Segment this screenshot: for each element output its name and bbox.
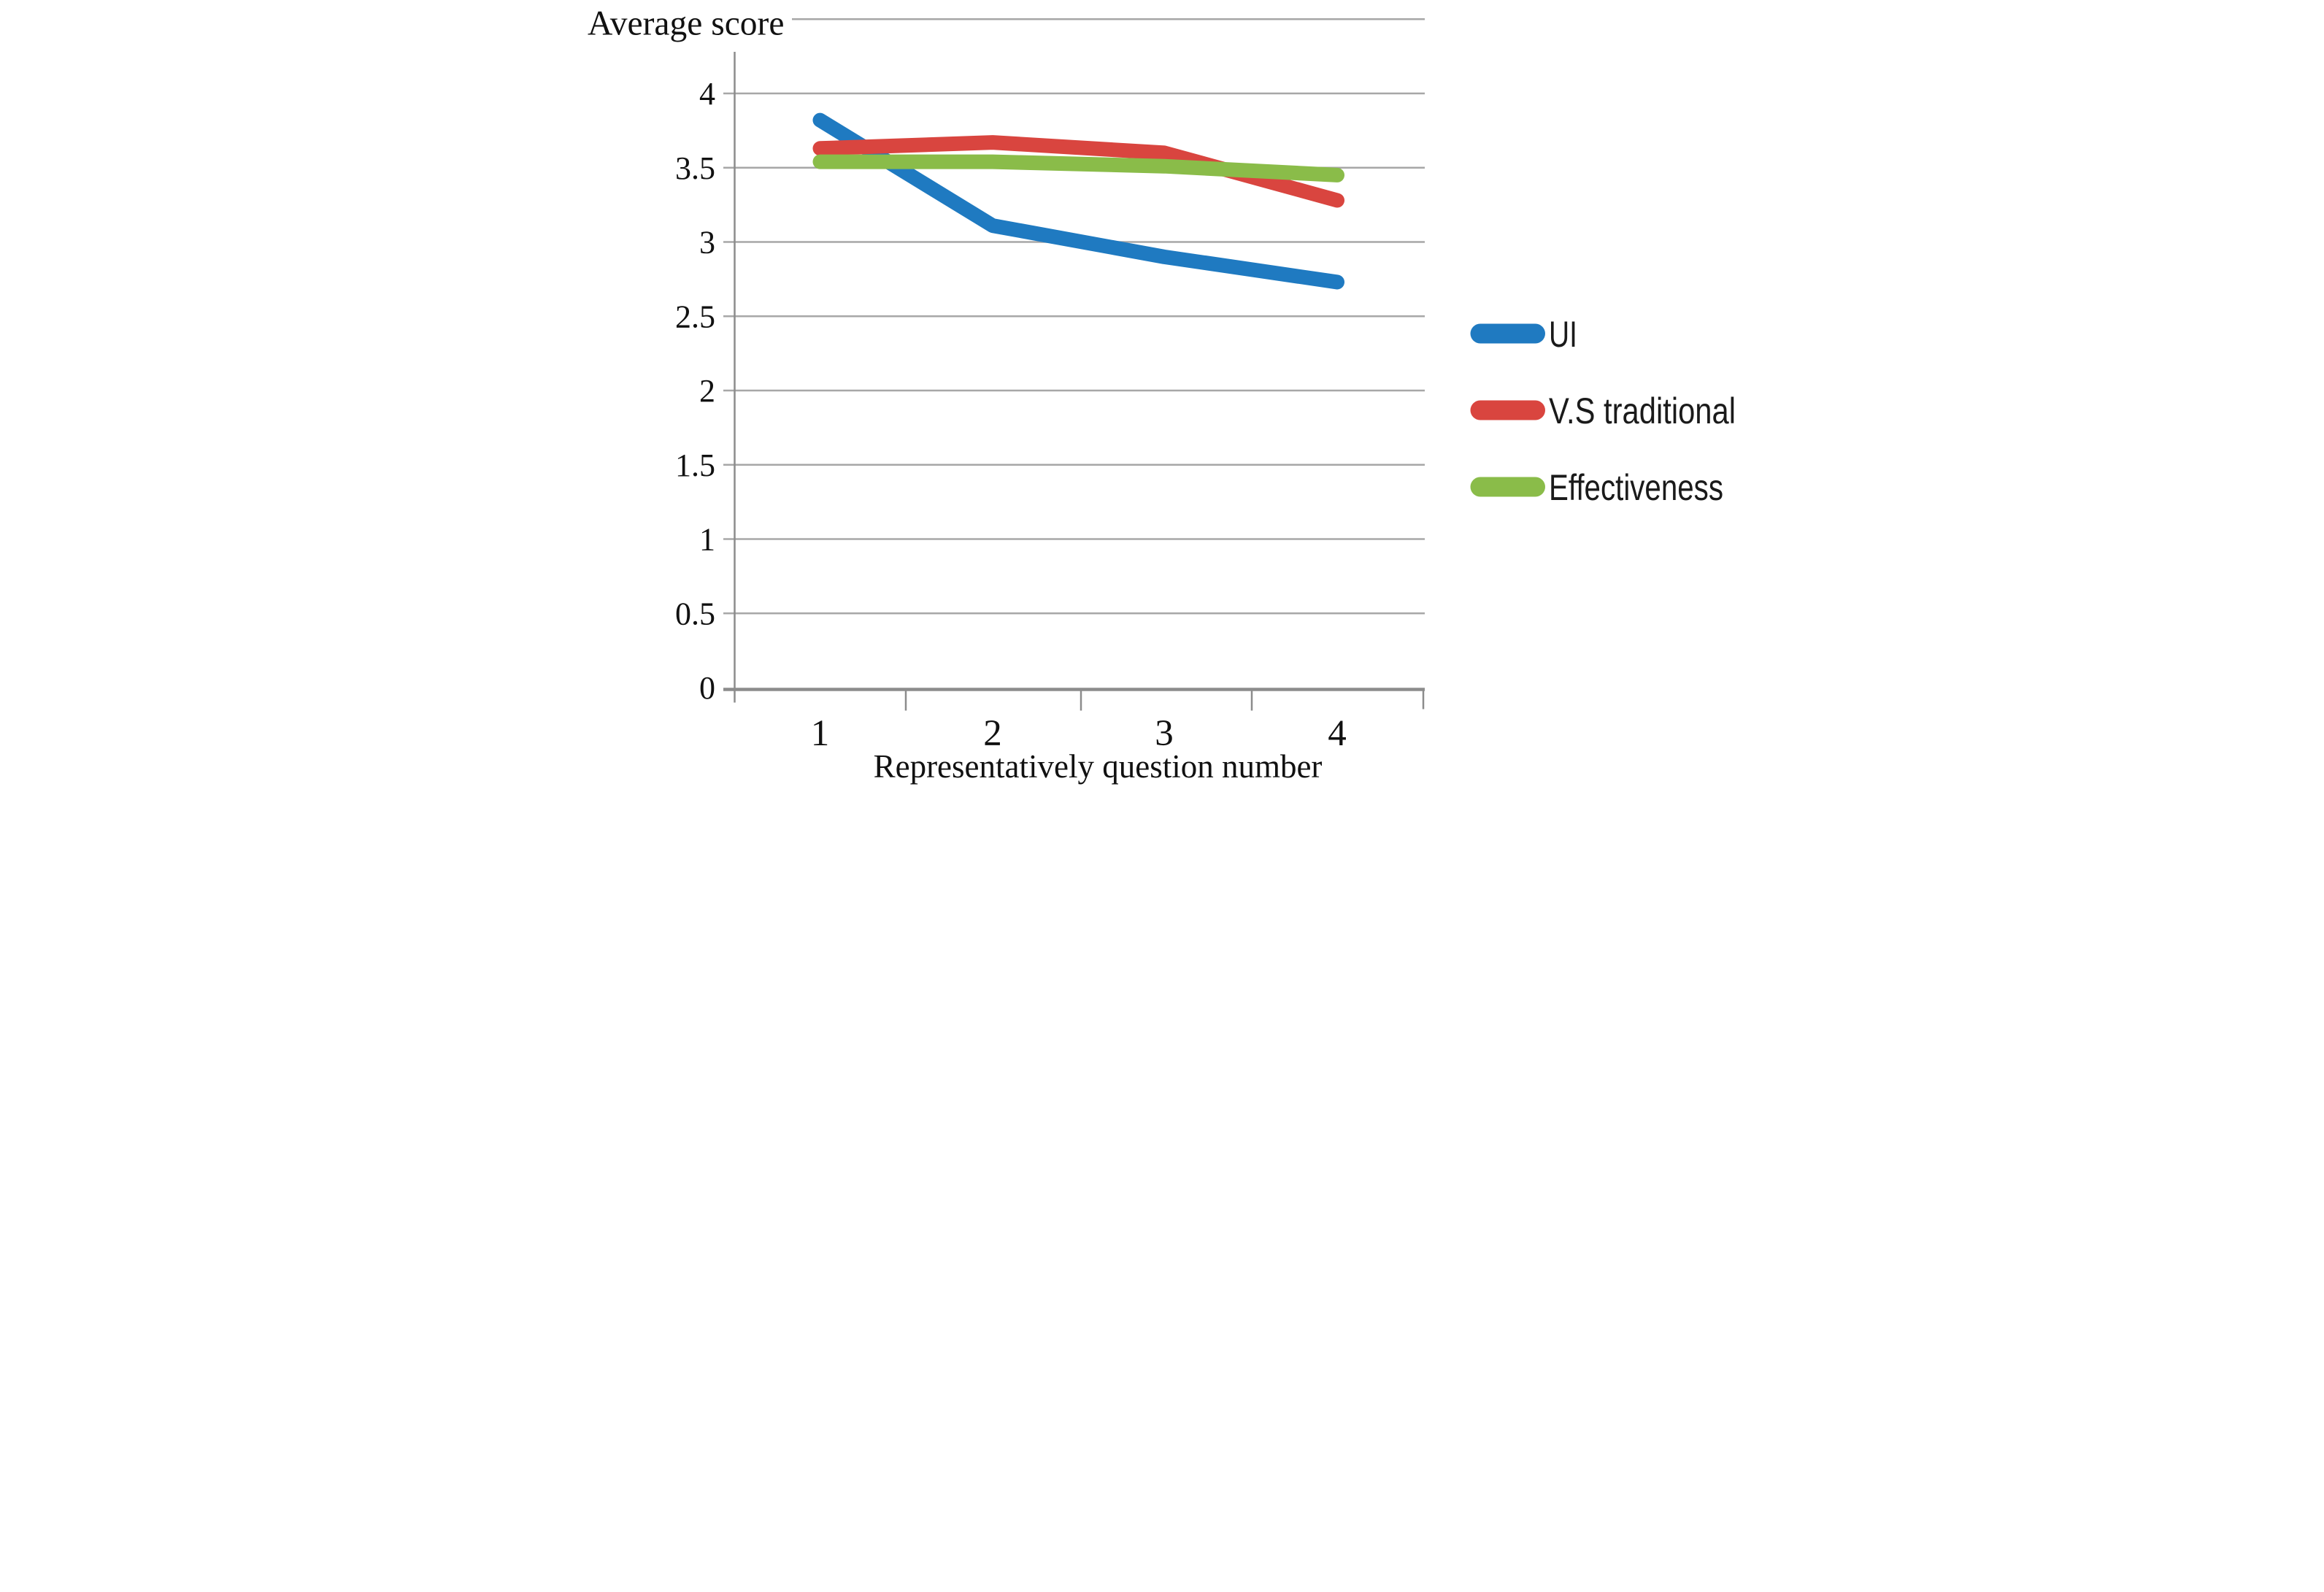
series-lines: [812, 112, 1344, 290]
x-tick-labels: 1 2 3 4: [811, 713, 1347, 754]
legend-swatch: [1470, 400, 1545, 420]
line-chart: Average score 4 3.5 3 2.5 2 1.5 1 0.5 0 1 2 3 4 Rep…: [588, 5, 1736, 785]
legend-swatch: [1470, 323, 1545, 344]
chart-figure: Average score 4 3.5 3 2.5 2 1.5 1 0.5 0 1 2 3 4 Rep…: [581, 0, 1743, 796]
axes: [723, 52, 1425, 711]
legend-label: UI: [1549, 314, 1577, 355]
series-line-ui: [812, 112, 1344, 290]
y-tick-label-2.5: 2.5: [675, 299, 715, 334]
legend-item: UI: [1470, 314, 1577, 355]
y-tick-label-0.5: 0.5: [675, 596, 715, 631]
x-tick-label-3: 3: [1155, 713, 1174, 754]
y-tick-label-1: 1: [699, 522, 715, 558]
legend-label: Effectiveness: [1549, 467, 1723, 508]
x-tick-label-2: 2: [983, 713, 1002, 754]
y-tick-label-3: 3: [699, 225, 715, 261]
y-tick-labels: 4 3.5 3 2.5 2 1.5 1 0.5 0: [675, 76, 715, 706]
x-tick-label-4: 4: [1328, 713, 1347, 754]
y-tick-label-2: 2: [699, 373, 715, 409]
series-line-effectiveness: [812, 154, 1344, 182]
y-tick-label-0: 0: [699, 670, 715, 706]
legend-item: Effectiveness: [1470, 467, 1723, 508]
y-tick-label-4: 4: [699, 76, 715, 112]
y-tick-label-3.5: 3.5: [675, 150, 715, 186]
y-axis-title: Average score: [588, 5, 784, 43]
legend-item: V.S traditional: [1470, 391, 1736, 431]
gridlines: [723, 18, 1425, 615]
y-tick-label-1.5: 1.5: [675, 447, 715, 483]
legend-swatch: [1470, 477, 1545, 497]
legend-label: V.S traditional: [1549, 391, 1736, 431]
legend: UI V.S traditional Effectiveness: [1470, 314, 1736, 508]
x-tick-label-1: 1: [811, 713, 830, 754]
x-axis-title: Representatively question number: [874, 748, 1323, 785]
